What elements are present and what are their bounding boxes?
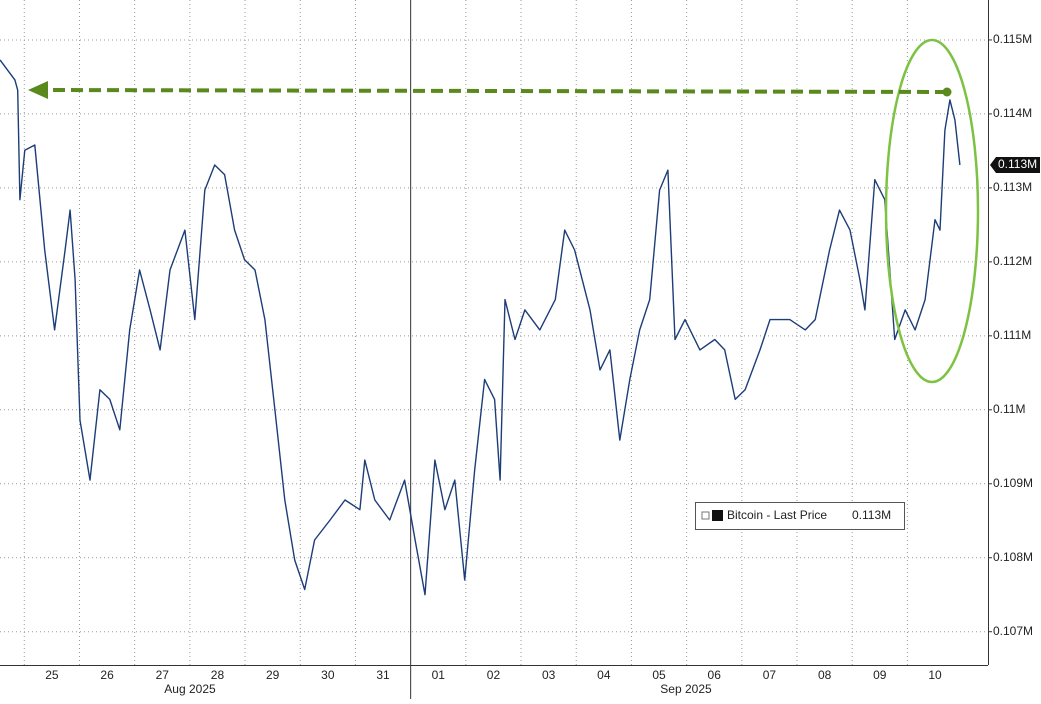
y-tick-label: 0.11M (993, 402, 1025, 416)
y-tick-label: 0.114M (993, 106, 1032, 120)
x-tick-label: 27 (156, 668, 170, 682)
arrow-line (43, 88, 948, 94)
x-tick-label: 06 (708, 668, 722, 682)
last-price-tag-box (990, 156, 1040, 173)
x-tick-label: 05 (652, 668, 666, 682)
x-tick-label: 02 (487, 668, 501, 682)
x-tick-label: 28 (211, 668, 225, 682)
highlight-ellipse (884, 38, 980, 384)
legend-label: Bitcoin - Last Price (727, 508, 827, 522)
y-tick-label: 0.107M (993, 624, 1033, 638)
arrow-head (28, 81, 48, 99)
y-tick-label: 0.115M (993, 32, 1032, 46)
x-tick-label: 29 (266, 668, 280, 682)
legend-box (695, 502, 905, 530)
legend-swatch (712, 510, 723, 521)
x-tick-label: 09 (873, 668, 887, 682)
axis-labels: 0.107M 0.108M 0.109M 0.11M 0.111M 0.112M 0.113… (45, 32, 1033, 682)
legend-expand (701, 511, 710, 520)
x-tick-label: 01 (432, 668, 446, 682)
x-tick-label: 10 (928, 668, 942, 682)
x-tick-label: 31 (376, 668, 390, 682)
legend-value: 0.113M (852, 508, 891, 522)
price-line (0, 59, 961, 596)
y-tick-label: 0.111M (993, 328, 1031, 342)
x-tick-label: 30 (321, 668, 335, 682)
x-group-label: Aug 2025 (164, 682, 216, 696)
x-tick-label: 03 (542, 668, 556, 682)
x-tick-label: 26 (100, 668, 114, 682)
x-tick-label: 04 (597, 668, 611, 682)
y-tick-label: 0.108M (993, 550, 1033, 564)
legend: Bitcoin - Last Price 0.113M (695, 502, 905, 530)
x-group-label: Sep 2025 (660, 682, 712, 696)
series (0, 59, 961, 596)
last-price-tag-label: 0.113M (998, 157, 1037, 171)
arrow-origin (942, 87, 952, 97)
x-tick-label: 25 (45, 668, 59, 682)
y-tick-label: 0.109M (993, 476, 1033, 490)
y-tick-label: 0.112M (993, 254, 1032, 268)
x-tick-label: 07 (763, 668, 777, 682)
grid (0, 0, 988, 699)
x-tick-label: 08 (818, 668, 832, 682)
y-tick-label: 0.113M (993, 180, 1032, 194)
last-price-tag: 0.113M (990, 156, 1040, 173)
